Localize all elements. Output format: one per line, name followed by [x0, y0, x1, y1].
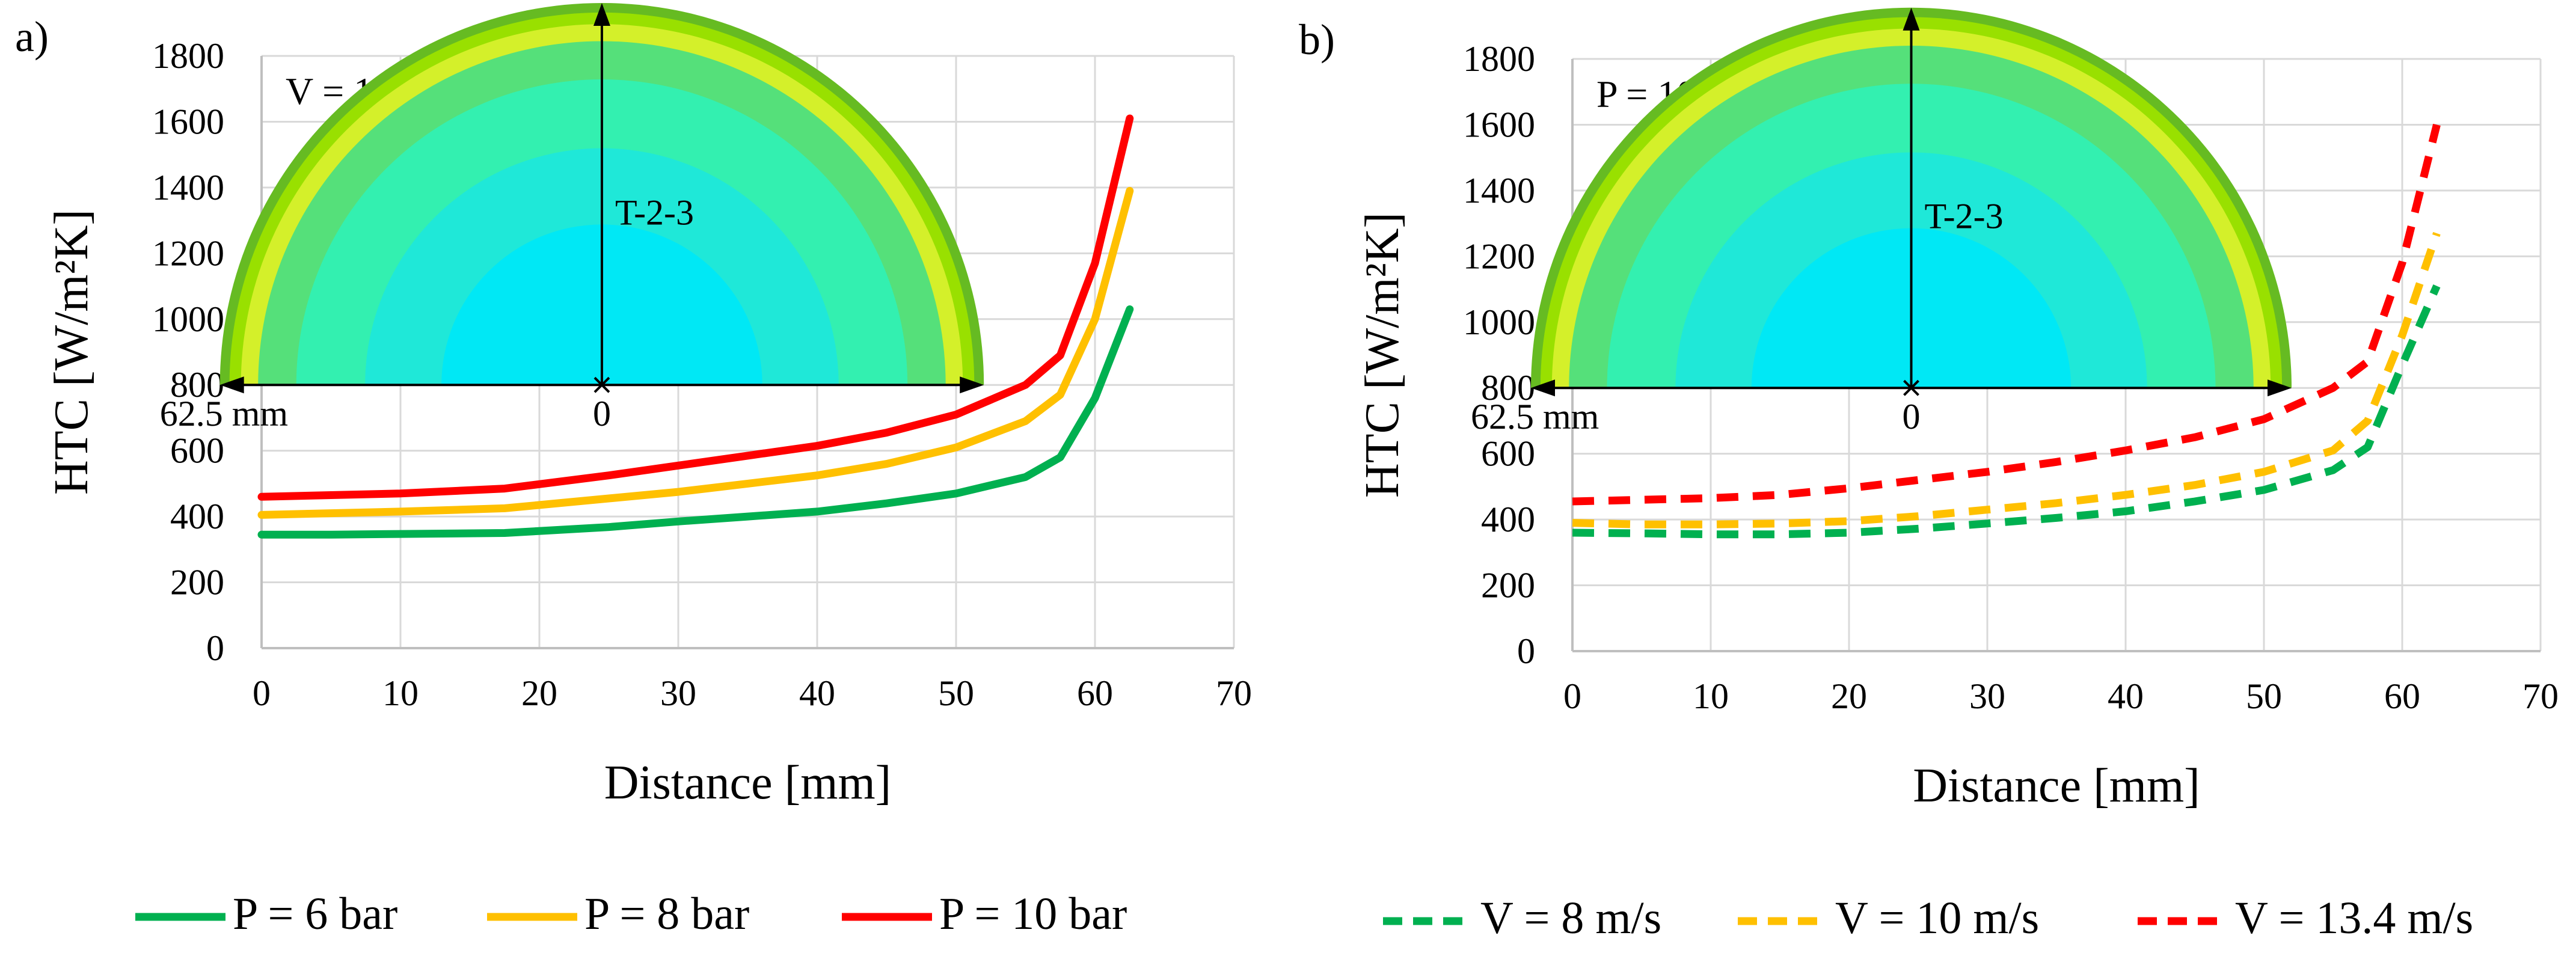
x-tick-label: 30 — [1969, 676, 2005, 716]
legend-label: V = 13.4 m/s — [2235, 893, 2473, 943]
x-tick-label: 0 — [1563, 676, 1581, 716]
series-line-1 — [1572, 231, 2441, 528]
y-tick-label: 1200 — [152, 233, 224, 273]
origin-cross-icon — [1903, 379, 1919, 396]
y-tick-label: 800 — [170, 365, 224, 405]
chart-panel-a: 0 10 20 30 40 50 60 70 0 200 400 600 800 1000 1200 1400… — [15, 2, 1252, 939]
legend-label: V = 10 m/s — [1835, 893, 2039, 943]
inset-dimension: 62.5 mm — [1471, 397, 1599, 436]
inset-label: T-2-3 — [1925, 197, 2004, 236]
x-tick-label: 20 — [1831, 676, 1867, 716]
y-tick-label: 1400 — [152, 168, 224, 207]
y-tick-label: 400 — [1481, 500, 1535, 539]
inset-label: T-2-3 — [615, 192, 694, 232]
y-axis-title: HTC [W/m²K] — [45, 209, 98, 495]
y-tick-label: 1000 — [1463, 302, 1535, 342]
up-arrow-icon — [593, 2, 610, 26]
y-tick-label: 200 — [1481, 566, 1535, 605]
legend-label: V = 8 m/s — [1480, 893, 1661, 943]
series-line-2 — [1572, 123, 2441, 506]
x-tick-label: 10 — [382, 673, 419, 713]
x-tick-label: 60 — [1077, 673, 1113, 713]
y-tick-label: 1400 — [1463, 171, 1535, 210]
x-tick-label: 50 — [938, 673, 974, 713]
x-tick-label: 40 — [799, 673, 835, 713]
x-tick-label: 70 — [2522, 676, 2559, 716]
series-line-0 — [1572, 284, 2441, 539]
inset-diagram: T-2-3 62.5 mm 0 — [160, 2, 984, 433]
legend-label: P = 6 bar — [233, 889, 397, 939]
right-arrow-icon — [960, 376, 984, 394]
y-tick-label: 1800 — [152, 36, 224, 76]
inset-dimension: 62.5 mm — [160, 394, 288, 433]
x-axis-title: Distance [mm] — [604, 756, 892, 809]
x-tick-label: 20 — [521, 673, 557, 713]
series-line-0 — [257, 305, 1134, 539]
inset-origin: 0 — [593, 394, 611, 433]
legend-label: P = 8 bar — [584, 889, 749, 939]
y-tick-label: 1600 — [152, 102, 224, 141]
up-arrow-icon — [1903, 7, 1920, 31]
right-arrow-icon — [2268, 379, 2292, 397]
y-tick-label: 1000 — [152, 299, 224, 339]
y-tick-label: 0 — [1517, 631, 1535, 671]
x-tick-label: 10 — [1693, 676, 1729, 716]
chart-panel-b: 0 10 20 30 40 50 60 70 0 200 400 600 800 1000 1200 1400… — [1299, 7, 2559, 943]
y-axis-title: HTC [W/m²K] — [1356, 212, 1409, 498]
x-tick-label: 50 — [2246, 676, 2282, 716]
y-tick-label: 0 — [206, 628, 224, 668]
legend: V = 8 m/s V = 10 m/s V = 13.4 m/s — [1383, 893, 2473, 943]
panel-label: a) — [15, 13, 49, 61]
x-axis-title: Distance [mm] — [1913, 759, 2200, 812]
inset-origin: 0 — [1903, 397, 1921, 436]
left-arrow-icon — [219, 376, 244, 394]
y-tick-label: 200 — [170, 563, 224, 602]
x-tick-label: 60 — [2384, 676, 2420, 716]
left-arrow-icon — [1531, 379, 1555, 397]
inset-diagram: T-2-3 62.5 mm 0 — [1471, 7, 2292, 436]
y-tick-label: 800 — [1481, 368, 1535, 408]
x-tick-label: 70 — [1216, 673, 1252, 713]
series-line-1 — [257, 186, 1134, 519]
y-tick-label: 400 — [170, 497, 224, 536]
y-tick-label: 1200 — [1463, 236, 1535, 276]
panel-label: b) — [1299, 16, 1335, 64]
x-tick-label: 40 — [2108, 676, 2144, 716]
x-tick-label: 30 — [660, 673, 696, 713]
y-tick-label: 600 — [1481, 434, 1535, 474]
x-tick-label: 0 — [253, 673, 271, 713]
legend: P = 6 bar P = 8 bar P = 10 bar — [135, 889, 1127, 939]
y-tick-label: 1600 — [1463, 105, 1535, 144]
y-tick-label: 600 — [170, 431, 224, 471]
legend-label: P = 10 bar — [939, 889, 1127, 939]
origin-cross-icon — [593, 376, 610, 393]
series-line-2 — [257, 114, 1134, 501]
y-tick-label: 1800 — [1463, 39, 1535, 79]
